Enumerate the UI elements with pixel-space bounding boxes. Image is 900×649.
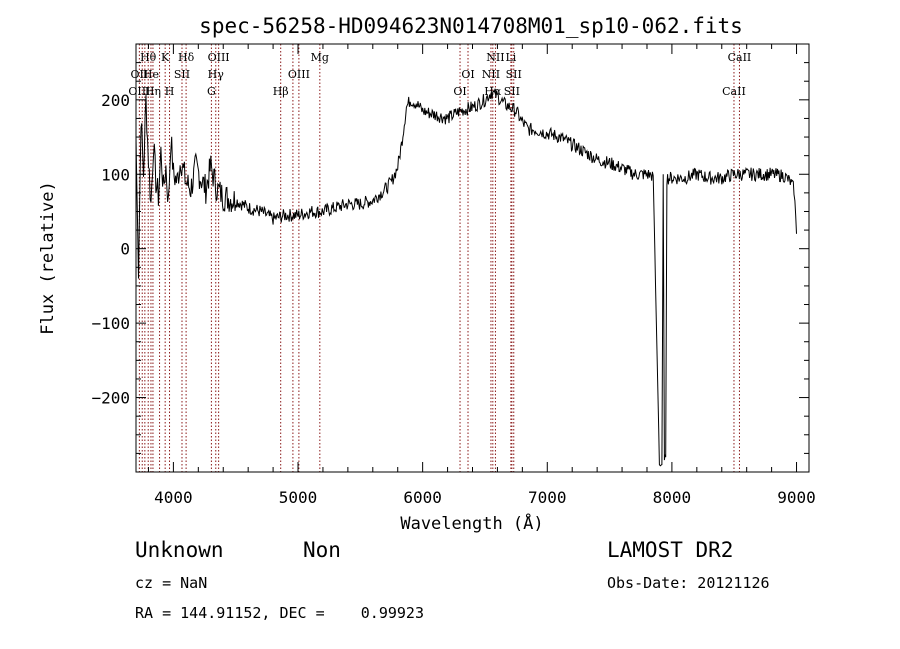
line-label-20: SII (506, 68, 522, 81)
x-axis-label: Wavelength (Å) (400, 512, 543, 534)
line-label-10: Hγ (208, 68, 225, 81)
line-label-19: NII (482, 68, 500, 81)
line-label-8: Hδ (178, 51, 195, 64)
x-tick-label: 8000 (653, 488, 692, 507)
spectrum-line (135, 88, 797, 467)
line-label-12: Mg (311, 51, 329, 64)
line-label-14: Hβ (273, 85, 289, 98)
survey-name: LAMOST DR2 (607, 538, 734, 562)
line-label-11: G (207, 85, 216, 98)
line-label-18: Li (505, 51, 516, 64)
line-label-15: OI (461, 68, 474, 81)
x-tick-label: 4000 (154, 488, 193, 507)
line-label-9: OIII (208, 51, 230, 64)
line-label-16: OI (453, 85, 466, 98)
line-label-0: Hθ (140, 51, 157, 64)
spectral-line-markers (138, 44, 740, 472)
y-tick-label: 0 (120, 240, 130, 259)
line-label-1: OII (131, 68, 149, 81)
line-label-22: SII (504, 85, 520, 98)
line-label-7: H (165, 85, 175, 98)
line-label-13: OIII (288, 68, 310, 81)
line-label-2: OIII (128, 85, 150, 98)
x-axis-ticks: 4000 5000 6000 7000 8000 9000 (147, 44, 816, 507)
y-tick-label: −200 (91, 389, 130, 408)
redshift-value: cz = NaN (135, 574, 208, 592)
x-tick-label: 5000 (279, 488, 318, 507)
object-class: Unknown (135, 538, 224, 562)
line-label-5: K (161, 51, 170, 64)
line-label-23: CaII (728, 51, 752, 64)
object-subclass: Non (303, 538, 341, 562)
x-tick-label: 7000 (528, 488, 567, 507)
line-label-24: CaII (722, 85, 746, 98)
y-tick-label: −100 (91, 314, 130, 333)
chart-title: spec-56258-HD094623N014708M01_sp10-062.f… (199, 14, 743, 38)
y-tick-label: 200 (101, 91, 130, 110)
line-label-17: NII (486, 51, 504, 64)
y-axis-label: Flux (relative) (38, 181, 58, 335)
y-tick-label: 100 (101, 165, 130, 184)
x-tick-label: 9000 (777, 488, 816, 507)
line-label-4: Hη (145, 85, 161, 98)
coordinates: RA = 144.91152, DEC = 0.99923 (135, 604, 424, 622)
y-axis-ticks: −200 −100 0 100 200 (91, 43, 809, 454)
line-label-6: SII (174, 68, 190, 81)
x-tick-label: 6000 (403, 488, 442, 507)
observation-date: Obs-Date: 20121126 (607, 574, 770, 592)
line-label-3: He (143, 68, 159, 81)
